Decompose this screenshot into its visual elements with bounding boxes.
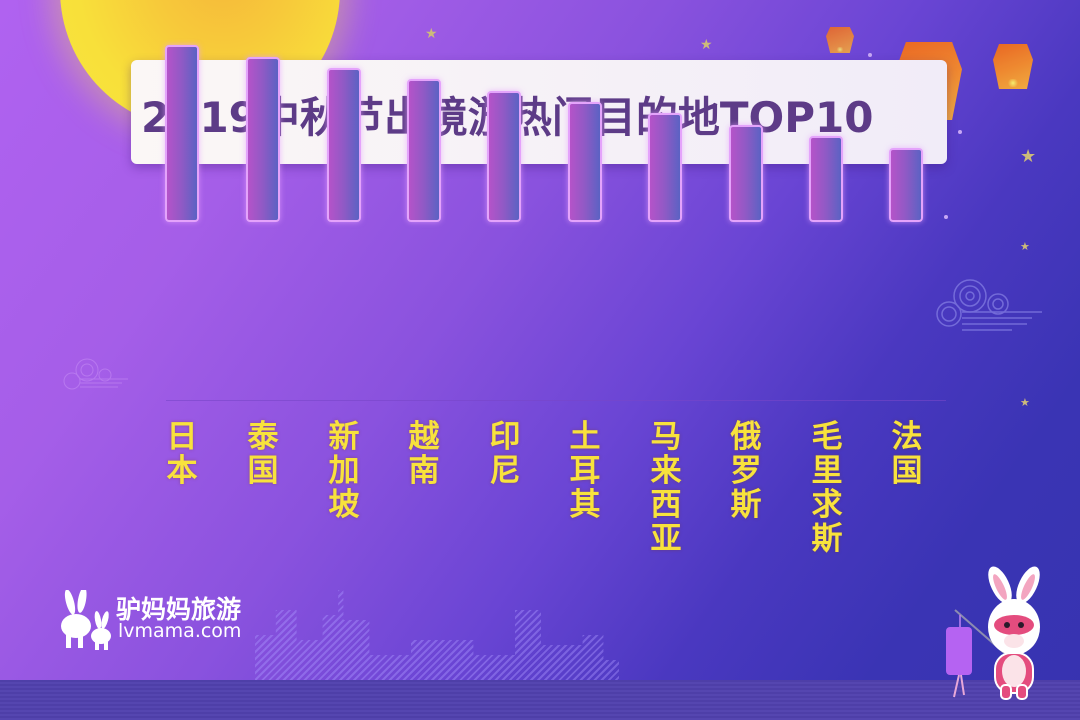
bar-malaysia: [648, 113, 682, 222]
brand-domain: lvmama.com: [118, 620, 242, 642]
x-axis-line: [166, 400, 946, 401]
category-label: 印尼: [489, 419, 521, 489]
bar-indonesia: [487, 91, 521, 222]
category-label: 新加坡: [328, 419, 360, 523]
bar-france: [889, 148, 923, 222]
star-icon: ★: [1020, 396, 1030, 409]
brand-name: 驴妈妈旅游: [116, 595, 242, 624]
cloud-icon: [936, 279, 1042, 331]
category-label: 泰国: [247, 419, 279, 489]
sky-lantern-icon: [826, 27, 854, 53]
star-icon: ★: [700, 37, 713, 53]
star-dot-icon: [958, 130, 962, 134]
category-label: 毛里求斯: [811, 419, 843, 557]
star-icon: ★: [1020, 146, 1037, 167]
star-dot-icon: [868, 53, 872, 57]
rabbit-mascot-with-lantern-icon: [946, 566, 1040, 700]
category-label: 土耳其: [569, 419, 601, 523]
bar-mauritius: [809, 136, 843, 222]
star-dot-icon: [944, 215, 948, 219]
bar-thailand: [246, 57, 280, 222]
bar-turkey: [568, 102, 602, 222]
sky-lantern-icon: [993, 44, 1033, 89]
bar-chart: 日本 泰国 新加坡 越南 印尼 土耳其 马来西亚 俄罗斯 毛里求斯 法国: [165, 45, 946, 557]
category-label: 法国: [891, 419, 923, 489]
donkey-rabbit-logo-icon: [61, 590, 111, 650]
cloud-icon: [63, 358, 128, 390]
bar-singapore: [327, 68, 361, 222]
category-label: 日本: [166, 419, 198, 489]
category-label: 越南: [408, 419, 440, 489]
star-icon: ★: [425, 26, 438, 42]
star-icon: ★: [1020, 240, 1030, 253]
ground-strip: [0, 680, 1080, 720]
bar-vietnam: [407, 79, 441, 222]
bar-japan: [165, 45, 199, 222]
category-label: 马来西亚: [650, 419, 682, 557]
category-label: 俄罗斯: [730, 419, 762, 523]
bar-russia: [729, 125, 763, 222]
